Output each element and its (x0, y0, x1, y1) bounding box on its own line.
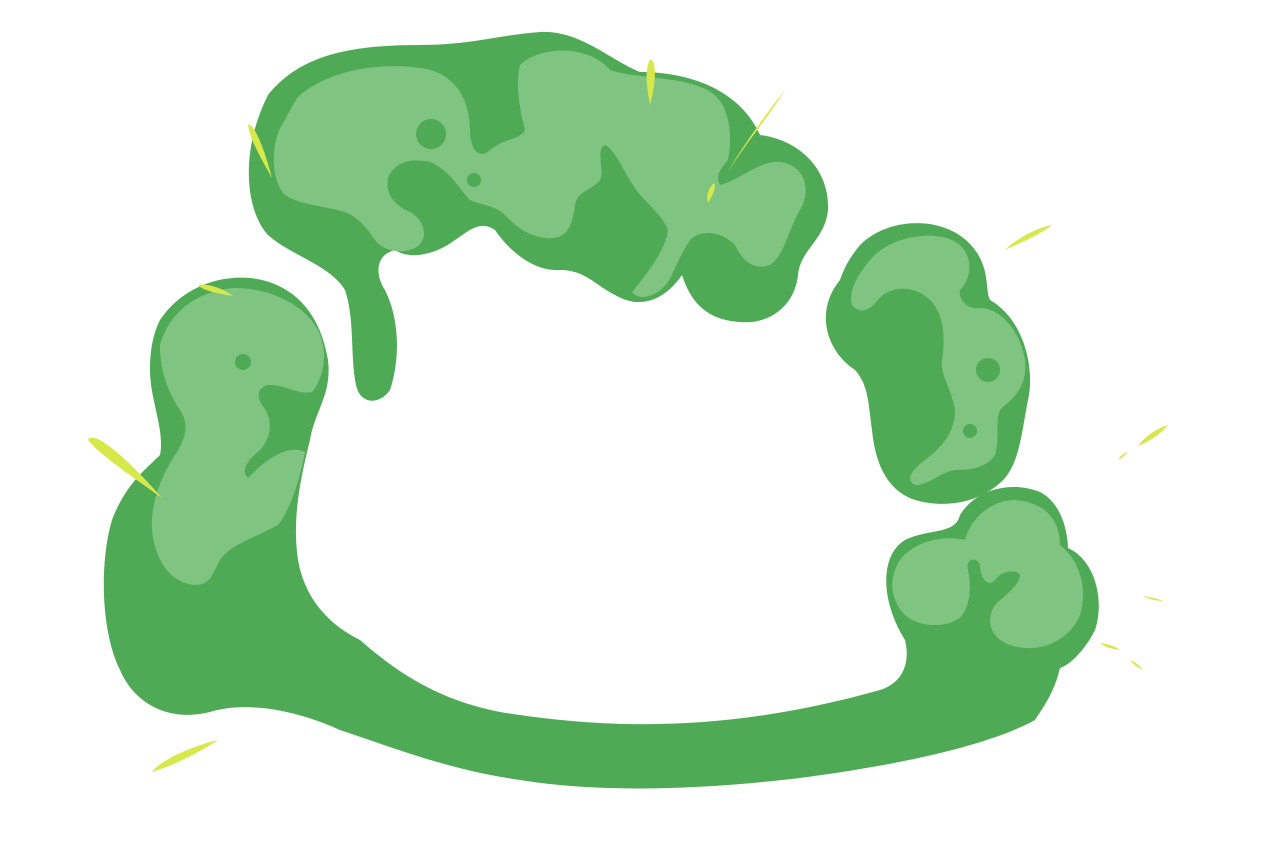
slime-dot (235, 354, 251, 370)
highlight-right-upper (851, 235, 1026, 485)
spark-streak (1118, 452, 1128, 460)
spark-streak (1130, 660, 1143, 670)
highlight-right-lower (892, 500, 1084, 649)
slime-dots (235, 119, 1000, 438)
slime-left-and-bottom (103, 277, 1099, 789)
spark-streak (728, 90, 785, 172)
slime-dot (963, 424, 977, 438)
spark-streak (248, 124, 272, 178)
highlight-left-blob (151, 288, 325, 585)
spark-streaks (88, 59, 1168, 772)
slime-dot (467, 173, 481, 187)
slime-dot (976, 358, 1000, 382)
spark-streak (88, 437, 162, 498)
spark-streak (198, 284, 233, 296)
slime-light-highlights (151, 50, 1084, 649)
spark-streak (1005, 225, 1052, 250)
spark-streak (646, 59, 655, 105)
spark-streak (1143, 596, 1164, 601)
spark-streak (707, 183, 715, 203)
highlight-top-left (273, 50, 806, 297)
slime-dot (416, 119, 446, 149)
spark-streak (152, 740, 218, 772)
spark-streak (1100, 643, 1120, 650)
spark-streak (1138, 425, 1168, 446)
